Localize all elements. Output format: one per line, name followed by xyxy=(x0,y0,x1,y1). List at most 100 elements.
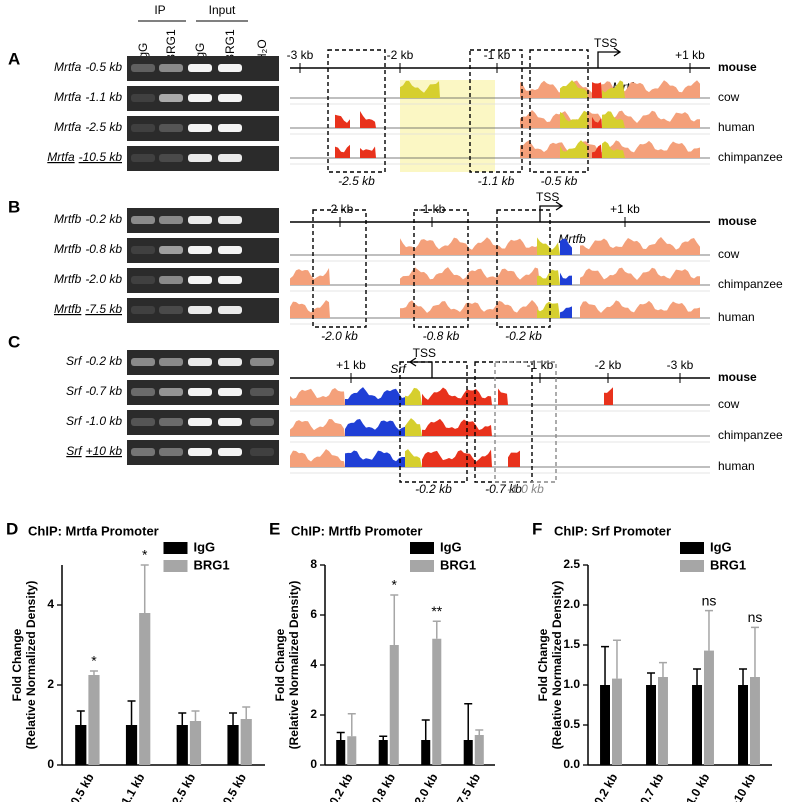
bar xyxy=(646,685,656,765)
legend-label: BRG1 xyxy=(194,557,230,572)
gel-band xyxy=(218,154,242,162)
region-box xyxy=(413,209,469,328)
gel-band xyxy=(218,64,242,72)
gel-band xyxy=(159,358,183,366)
ip-header: IP xyxy=(154,3,165,17)
gel-band xyxy=(159,64,183,72)
conservation-peak xyxy=(290,387,345,405)
gel-band xyxy=(159,246,183,254)
y-tick-label: 2.0 xyxy=(563,597,580,611)
ruler-label: -1 kb xyxy=(484,48,511,62)
y-tick-label: 4 xyxy=(47,597,54,611)
bar xyxy=(474,735,484,765)
species-label: mouse xyxy=(718,214,757,228)
region-label: -0.5 kb xyxy=(541,174,578,188)
gene-name: Srf xyxy=(66,414,83,428)
gel-band xyxy=(218,124,242,132)
error-bar xyxy=(704,609,713,651)
region-box xyxy=(494,361,557,483)
gene-name: Mrtfb xyxy=(54,212,82,226)
gel-band xyxy=(159,216,183,224)
legend-label: IgG xyxy=(440,539,462,554)
y-tick-label: 1.5 xyxy=(563,637,580,651)
y-tick-label: 6 xyxy=(310,607,317,621)
legend-label: BRG1 xyxy=(710,557,746,572)
conservation-peak xyxy=(290,300,330,318)
bar xyxy=(600,685,610,765)
panel-letter: C xyxy=(8,332,20,351)
conservation-peak xyxy=(580,300,700,318)
input-header: Input xyxy=(209,3,236,17)
legend-swatch xyxy=(410,560,434,572)
legend-swatch xyxy=(163,560,188,572)
gene-name: Srf xyxy=(66,384,83,398)
y-tick-label: 0.0 xyxy=(563,757,580,771)
gel-row-label: Mrtfa -0.5 kb xyxy=(54,60,122,74)
region-label: -0.8 kb xyxy=(423,329,460,343)
error-bar xyxy=(739,668,748,685)
conservation-peak xyxy=(592,82,602,98)
species-label: human xyxy=(718,459,755,473)
gene-name: Mrtfa xyxy=(54,90,82,104)
tss-label: TSS xyxy=(536,190,559,204)
gel-band xyxy=(218,216,242,224)
conservation-peak xyxy=(360,146,376,158)
chart-title: ChIP: Srf Promoter xyxy=(554,523,671,538)
gel-band xyxy=(188,276,212,284)
species-label: chimpanzee xyxy=(718,428,783,442)
error-bar xyxy=(379,735,388,740)
error-bar xyxy=(464,703,473,740)
ruler-label: -3 kb xyxy=(667,358,694,372)
gel-band xyxy=(131,94,155,102)
region-label: -1.0 kb xyxy=(507,482,544,496)
y-axis-label: Fold Change xyxy=(536,628,550,701)
conservation-peak xyxy=(345,387,405,405)
ruler-label: -1 kb xyxy=(419,202,446,216)
y-tick-label: 2 xyxy=(47,677,54,691)
x-tick-label: -0.8 kb xyxy=(367,771,398,802)
y-tick-label: 0.5 xyxy=(563,717,580,731)
tss-arrow xyxy=(597,47,622,68)
bar xyxy=(612,678,622,765)
gel-band xyxy=(159,154,183,162)
panel-letter: B xyxy=(8,197,20,216)
legend-swatch xyxy=(410,542,434,554)
gel-band xyxy=(250,418,274,426)
bar xyxy=(125,725,138,765)
conservation-peak xyxy=(290,419,345,436)
position: -1.0 kb xyxy=(85,414,122,428)
error-bar xyxy=(178,712,187,725)
error-bar xyxy=(76,710,85,725)
y-axis-label: Fold Change xyxy=(273,628,287,701)
gel-band xyxy=(131,246,155,254)
bar xyxy=(240,719,252,765)
gel-band xyxy=(131,358,155,366)
gel-row-label: Srf -1.0 kb xyxy=(66,414,122,428)
conservation-peak xyxy=(345,450,405,467)
significance-label: * xyxy=(91,653,97,669)
panel-letter: A xyxy=(8,49,20,68)
species-label: cow xyxy=(718,90,740,104)
bar xyxy=(176,725,188,765)
conservation-peak xyxy=(360,110,376,128)
gel-row-label: Mrtfb -0.2 kb xyxy=(54,212,122,226)
gel-band xyxy=(159,94,183,102)
conservation-peak xyxy=(400,80,440,98)
gene-name: Mrtfa xyxy=(54,60,82,74)
conservation-peak xyxy=(422,449,492,467)
gel-band xyxy=(218,276,242,284)
position: -0.8 kb xyxy=(85,242,122,256)
x-tick-label: -0.7 kb xyxy=(635,771,666,802)
conservation-peak xyxy=(560,272,572,285)
bar xyxy=(463,740,473,765)
conservation-peak xyxy=(580,237,700,255)
panel-letter: E xyxy=(269,519,280,538)
gel-row-label: Srf -0.7 kb xyxy=(66,384,122,398)
bar xyxy=(378,740,388,765)
gel-band xyxy=(159,124,183,132)
gel-band xyxy=(188,64,212,72)
conservation-peak xyxy=(405,418,422,436)
conservation-peak xyxy=(537,237,560,255)
gel-band xyxy=(131,306,155,314)
y-axis-label: (Relative Normalized Density) xyxy=(24,581,38,750)
